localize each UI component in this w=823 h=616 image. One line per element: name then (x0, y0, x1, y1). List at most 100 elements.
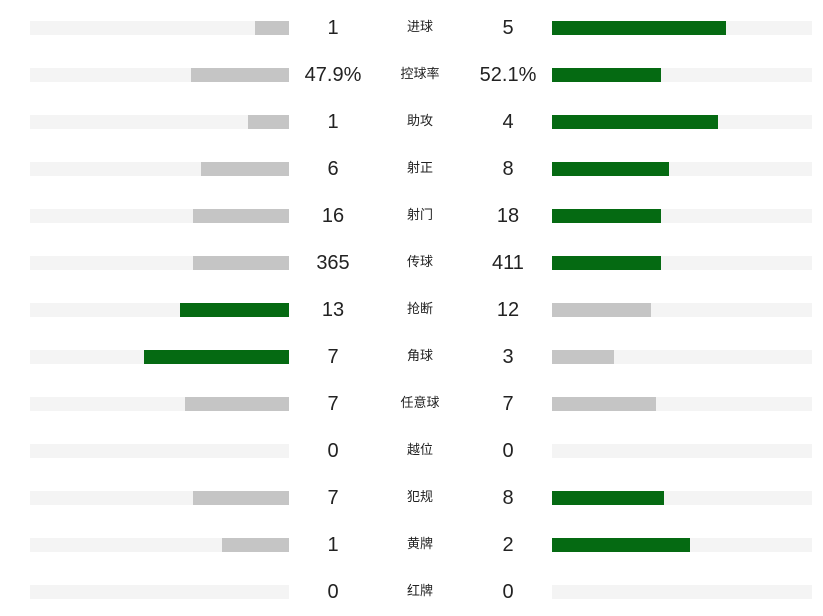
stat-label: 越位 (406, 443, 433, 458)
home-value: 7 (327, 393, 339, 415)
home-value: 7 (327, 487, 339, 509)
away-bar-fill (552, 21, 727, 35)
home-value: 47.9% (304, 64, 362, 86)
home-value: 7 (327, 346, 339, 368)
home-bar-track (30, 397, 289, 411)
stat-row: 0 越位 0 (0, 436, 823, 466)
home-bar-track (30, 538, 289, 552)
stat-row: 1 黄牌 2 (0, 530, 823, 560)
home-value: 6 (327, 158, 339, 180)
away-bar-fill (552, 209, 662, 223)
away-bar-track (552, 585, 812, 599)
home-bar-fill (193, 209, 289, 223)
away-bar-track (552, 209, 812, 223)
home-bar-fill (190, 68, 289, 82)
home-value: 1 (327, 111, 339, 133)
stat-label: 控球率 (400, 67, 440, 82)
stat-label: 射门 (406, 208, 433, 223)
home-value: 1 (327, 534, 339, 556)
away-bar-fill (552, 350, 615, 364)
away-bar-fill (552, 538, 690, 552)
away-bar-track (552, 68, 812, 82)
away-bar-track (552, 115, 812, 129)
home-bar-track (30, 162, 289, 176)
home-bar-fill (255, 21, 289, 35)
home-value: 16 (321, 205, 345, 227)
away-bar-fill (552, 162, 669, 176)
away-bar-track (552, 538, 812, 552)
away-value: 0 (502, 581, 514, 603)
home-bar-track (30, 209, 289, 223)
stat-row: 7 任意球 7 (0, 389, 823, 419)
stat-label: 黄牌 (406, 537, 433, 552)
away-value: 5 (502, 17, 514, 39)
away-value: 8 (502, 487, 514, 509)
stat-label: 传球 (406, 255, 433, 270)
stat-row: 16 射门 18 (0, 201, 823, 231)
stat-row: 0 红牌 0 (0, 577, 823, 607)
away-value: 3 (502, 346, 514, 368)
stat-row: 1 助攻 4 (0, 107, 823, 137)
stat-label: 射正 (406, 161, 433, 176)
home-bar-fill (247, 115, 289, 129)
stat-row: 7 犯规 8 (0, 483, 823, 513)
away-bar-fill (552, 115, 719, 129)
away-value: 2 (502, 534, 514, 556)
away-bar-fill (552, 397, 656, 411)
stat-row: 47.9% 控球率 52.1% (0, 60, 823, 90)
stat-row: 1 进球 5 (0, 13, 823, 43)
home-bar-track (30, 350, 289, 364)
away-value: 7 (502, 393, 514, 415)
home-bar-fill (180, 303, 289, 317)
away-bar-fill (552, 303, 651, 317)
away-bar-fill (552, 256, 662, 270)
away-value: 12 (496, 299, 520, 321)
away-value: 52.1% (479, 64, 537, 86)
home-bar-track (30, 256, 289, 270)
home-value: 1 (327, 17, 339, 39)
home-bar-fill (193, 256, 289, 270)
away-bar-track (552, 444, 812, 458)
away-value: 4 (502, 111, 514, 133)
away-bar-fill (552, 68, 662, 82)
home-bar-track (30, 115, 289, 129)
home-value: 0 (327, 581, 339, 603)
away-bar-track (552, 256, 812, 270)
home-bar-track (30, 491, 289, 505)
away-value: 8 (502, 158, 514, 180)
stat-row: 7 角球 3 (0, 342, 823, 372)
stat-label: 角球 (406, 349, 433, 364)
away-bar-track (552, 350, 812, 364)
stat-label: 抢断 (406, 302, 433, 317)
home-bar-track (30, 303, 289, 317)
away-bar-track (552, 491, 812, 505)
away-value: 0 (502, 440, 514, 462)
home-value: 13 (321, 299, 345, 321)
home-bar-track (30, 68, 289, 82)
home-bar-fill (143, 350, 289, 364)
home-bar-fill (193, 491, 289, 505)
home-bar-track (30, 444, 289, 458)
away-value: 18 (496, 205, 520, 227)
away-bar-track (552, 162, 812, 176)
away-bar-fill (552, 491, 664, 505)
stat-label: 红牌 (406, 584, 433, 599)
home-bar-fill (200, 162, 289, 176)
home-value: 0 (327, 440, 339, 462)
away-bar-track (552, 397, 812, 411)
stat-label: 助攻 (406, 114, 433, 129)
stat-label: 犯规 (406, 490, 433, 505)
stat-row: 365 传球 411 (0, 248, 823, 278)
away-bar-track (552, 21, 812, 35)
home-bar-fill (185, 397, 289, 411)
stat-row: 13 抢断 12 (0, 295, 823, 325)
stat-label: 进球 (406, 20, 433, 35)
home-bar-track (30, 21, 289, 35)
away-value: 411 (492, 252, 524, 274)
stat-row: 6 射正 8 (0, 154, 823, 184)
home-bar-fill (221, 538, 289, 552)
home-value: 365 (316, 252, 350, 274)
stat-label: 任意球 (400, 396, 440, 411)
home-bar-track (30, 585, 289, 599)
